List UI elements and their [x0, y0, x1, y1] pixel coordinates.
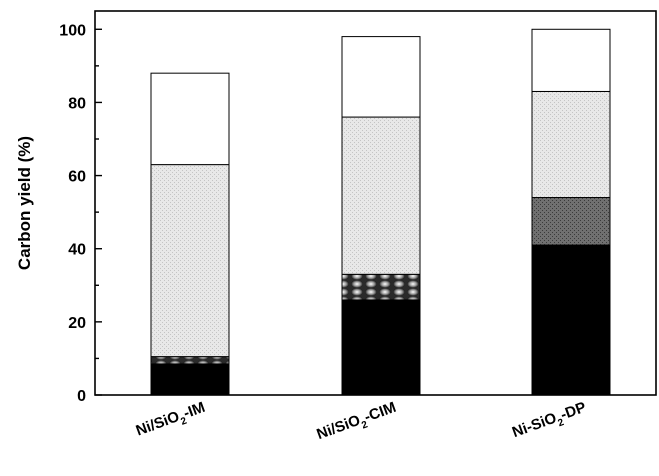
y-tick-label: 80	[68, 95, 86, 112]
x-axis-labels: Ni/SiO2-IM Ni/SiO2-CIM Ni-SiO2-DP	[134, 399, 590, 447]
x-tick-label: Ni/SiO2-CIM	[314, 399, 399, 447]
bar-segment-4-cat-2	[341, 36, 421, 118]
x-tick-label: Ni/SiO2-IM	[134, 399, 209, 443]
axes-layer	[94, 10, 657, 396]
bar-segment-2-cat-2	[341, 273, 421, 301]
y-axis-ticks: 0 20 40 60 80 100	[59, 22, 572, 405]
x-tick-label: Ni-SiO2-DP	[510, 399, 590, 445]
y-tick-label: 20	[68, 315, 86, 332]
bars-layer	[150, 28, 611, 396]
y-axis-title: Carbon yield (%)	[15, 136, 34, 270]
bar-segment-2-cat-1	[150, 356, 230, 365]
bar-segment-1-cat-3	[531, 244, 611, 396]
bar-segment-1-cat-2	[341, 299, 421, 396]
bar-segment-2-cat-3	[531, 197, 611, 246]
y-tick-label: 60	[68, 169, 86, 186]
bar-segment-4-cat-1	[150, 72, 230, 166]
bar-segment-4-cat-3	[531, 28, 611, 92]
plot-frame	[94, 10, 657, 396]
bar-segment-3-cat-3	[531, 90, 611, 199]
y-tick-label: 100	[59, 22, 86, 39]
y-tick-label: 40	[68, 242, 86, 259]
bar-segment-3-cat-1	[150, 164, 230, 358]
y-tick-label: 0	[77, 388, 86, 405]
bar-segment-3-cat-2	[341, 116, 421, 275]
